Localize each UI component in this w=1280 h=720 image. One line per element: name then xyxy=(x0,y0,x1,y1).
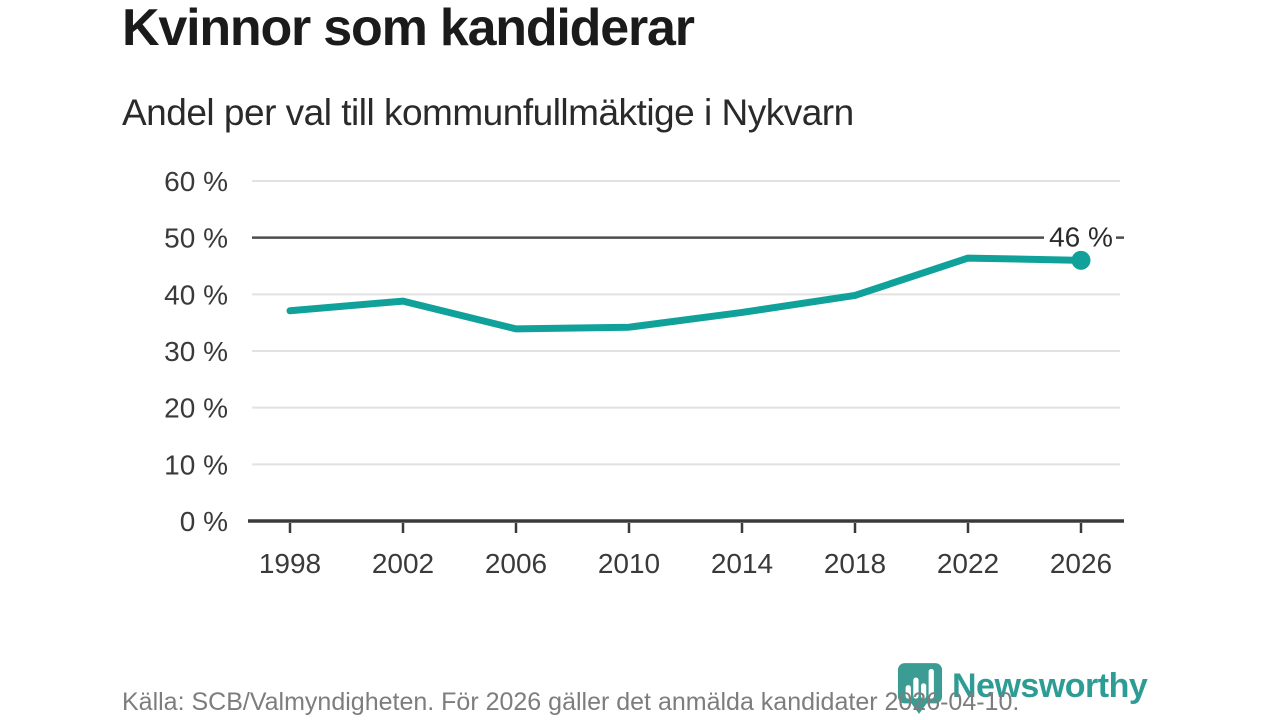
page-title: Kvinnor som kandiderar xyxy=(122,0,695,57)
y-tick-label: 50 % xyxy=(164,223,228,254)
x-tick-label: 2026 xyxy=(1050,548,1112,579)
chart-subtitle: Andel per val till kommunfullmäktige i N… xyxy=(122,92,854,133)
x-tick-label: 2006 xyxy=(485,548,547,579)
end-point-marker xyxy=(1071,250,1091,270)
data-line xyxy=(286,254,1085,333)
x-tick-label: 2010 xyxy=(598,548,660,579)
newsworthy-logo: Newsworthy xyxy=(897,662,1148,716)
y-tick-label: 20 % xyxy=(164,393,228,424)
y-tick-label: 60 % xyxy=(164,166,228,197)
y-tick-label: 30 % xyxy=(164,336,228,367)
y-tick-label: 0 % xyxy=(180,506,228,537)
newsworthy-wordmark: Newsworthy xyxy=(952,667,1148,705)
y-tick-label: 10 % xyxy=(164,449,228,480)
end-value-label: 46 % xyxy=(1049,222,1113,253)
line-chart: 0 % 10 % 20 % 30 % 40 % 50 % 60 % 46 % 1998 2002 2… xyxy=(164,166,1124,579)
annotation-backdrop xyxy=(1044,220,1116,254)
newsworthy-pin-icon xyxy=(897,663,943,714)
x-tick-label: 2002 xyxy=(372,548,434,579)
x-tick-label: 2022 xyxy=(937,548,999,579)
source-note: Källa: SCB/Valmyndigheten. För 2026 gäll… xyxy=(122,688,1020,716)
x-tick-label: 2018 xyxy=(824,548,886,579)
y-tick-label: 40 % xyxy=(164,279,228,310)
x-tick-label: 2014 xyxy=(711,548,773,579)
x-tick-label: 1998 xyxy=(259,548,321,579)
